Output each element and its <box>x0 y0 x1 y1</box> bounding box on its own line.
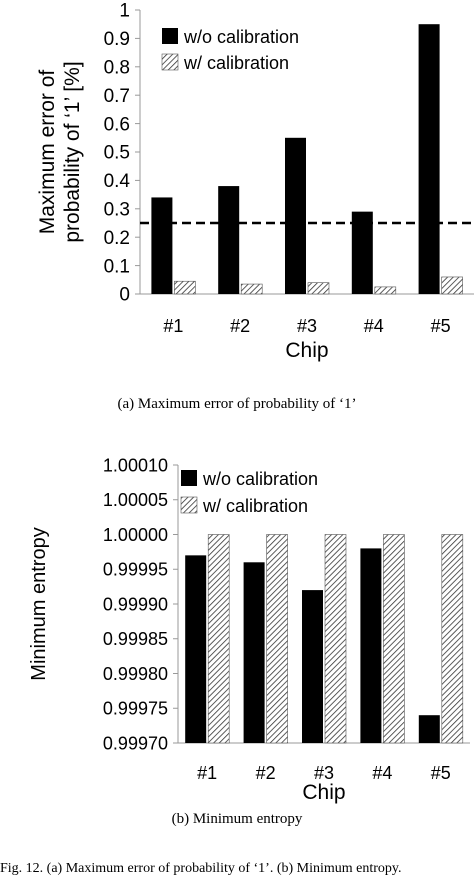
legend-label: w/o calibration <box>183 27 299 47</box>
y-tick-label: 0.3 <box>104 199 130 220</box>
y-tick-label: 0.7 <box>104 86 130 107</box>
bar-with-calibration <box>266 534 288 744</box>
bar-with-calibration <box>307 282 330 295</box>
bar-without-calibration <box>151 197 173 294</box>
bar-with-calibration <box>240 283 263 295</box>
x-tick-label: #2 <box>230 316 250 336</box>
bar-without-calibration <box>360 548 382 743</box>
bar-with-calibration <box>374 286 397 295</box>
caption-a: (a) Maximum error of probability of ‘1’ <box>117 396 356 412</box>
x-tick-label: #1 <box>163 316 183 336</box>
bar-without-calibration <box>418 24 440 294</box>
chart-min-entropy: 0.99970 0.99975 0.99980 0.99985 0.99990 0.999… <box>28 455 470 804</box>
y-tick-label: 0.8 <box>104 57 130 78</box>
legend-swatch-without-calibration <box>181 470 197 486</box>
y-tick-label: 0.99975 <box>103 699 168 719</box>
bar-without-calibration <box>243 562 265 743</box>
bar-without-calibration <box>185 555 207 743</box>
bar-without-calibration <box>285 137 306 294</box>
y-tick-label: 0.99970 <box>103 733 168 753</box>
bar-with-calibration <box>174 280 196 295</box>
x-tick-label: #4 <box>372 763 392 783</box>
bar-without-calibration <box>418 715 440 743</box>
x-tick-label: #4 <box>364 316 384 336</box>
y-tick-label: 1.00010 <box>103 455 168 475</box>
y-tick-label: 1.00000 <box>103 525 168 545</box>
x-tick-label: #5 <box>431 763 451 783</box>
x-tick-label: #3 <box>314 763 334 783</box>
y-axis-label: Maximum error ofprobability of ‘1’ [%] <box>36 61 84 242</box>
y-axis-label: Minimum entropy <box>28 527 50 680</box>
y-tick-label: 0.2 <box>104 228 130 249</box>
x-tick-label: #2 <box>256 763 276 783</box>
figure-caption: Fig. 12. (a) Maximum error of probabilit… <box>0 861 402 876</box>
legend-swatch-with-calibration <box>161 53 179 71</box>
y-axis-label-line2: probability of ‘1’ [%] <box>61 61 84 242</box>
y-tick-label: 0.5 <box>104 143 130 164</box>
x-tick-label: #5 <box>431 316 451 336</box>
legend-label: w/ calibration <box>183 53 289 73</box>
bar-with-calibration <box>383 534 405 744</box>
bar-with-calibration <box>441 534 464 744</box>
y-tick-label: 0.1 <box>104 256 130 277</box>
legend-swatch-without-calibration <box>162 28 178 44</box>
x-axis-label: Chip <box>285 339 328 362</box>
bar-with-calibration <box>441 276 463 295</box>
y-tick-label: 0 <box>119 285 130 306</box>
y-tick-label: 0.9 <box>104 29 130 50</box>
bar-without-calibration <box>302 590 323 743</box>
y-tick-label: 0.99980 <box>103 664 168 684</box>
y-tick-label: 0.4 <box>104 171 131 192</box>
x-axis-label: Chip <box>302 781 345 804</box>
legend-label: w/o calibration <box>202 469 318 489</box>
bar-with-calibration <box>324 534 347 744</box>
y-tick-label: 0.99995 <box>103 560 168 580</box>
y-tick-label: 0.6 <box>104 114 130 135</box>
legend-label: w/ calibration <box>202 496 308 516</box>
legend-swatch-with-calibration <box>180 496 198 514</box>
x-tick-label: #3 <box>297 316 317 336</box>
chart-max-error: 0 0.1 0.2 0.3 0.4 0.5 0.6 0.7 0.8 0.9 1 #1 #2 #3 #4 #5 C… <box>36 1 474 362</box>
bar-without-calibration <box>218 186 240 294</box>
y-tick-label: 1 <box>119 1 130 22</box>
y-tick-label: 1.00005 <box>103 490 168 510</box>
bar-without-calibration <box>351 211 373 294</box>
y-tick-label: 0.99985 <box>103 629 168 649</box>
y-tick-label: 0.99990 <box>103 594 168 614</box>
caption-b: (b) Minimum entropy <box>172 811 303 827</box>
bar-with-calibration <box>207 534 230 744</box>
y-axis-label-line1: Maximum error of <box>36 70 59 235</box>
x-tick-label: #1 <box>197 763 217 783</box>
